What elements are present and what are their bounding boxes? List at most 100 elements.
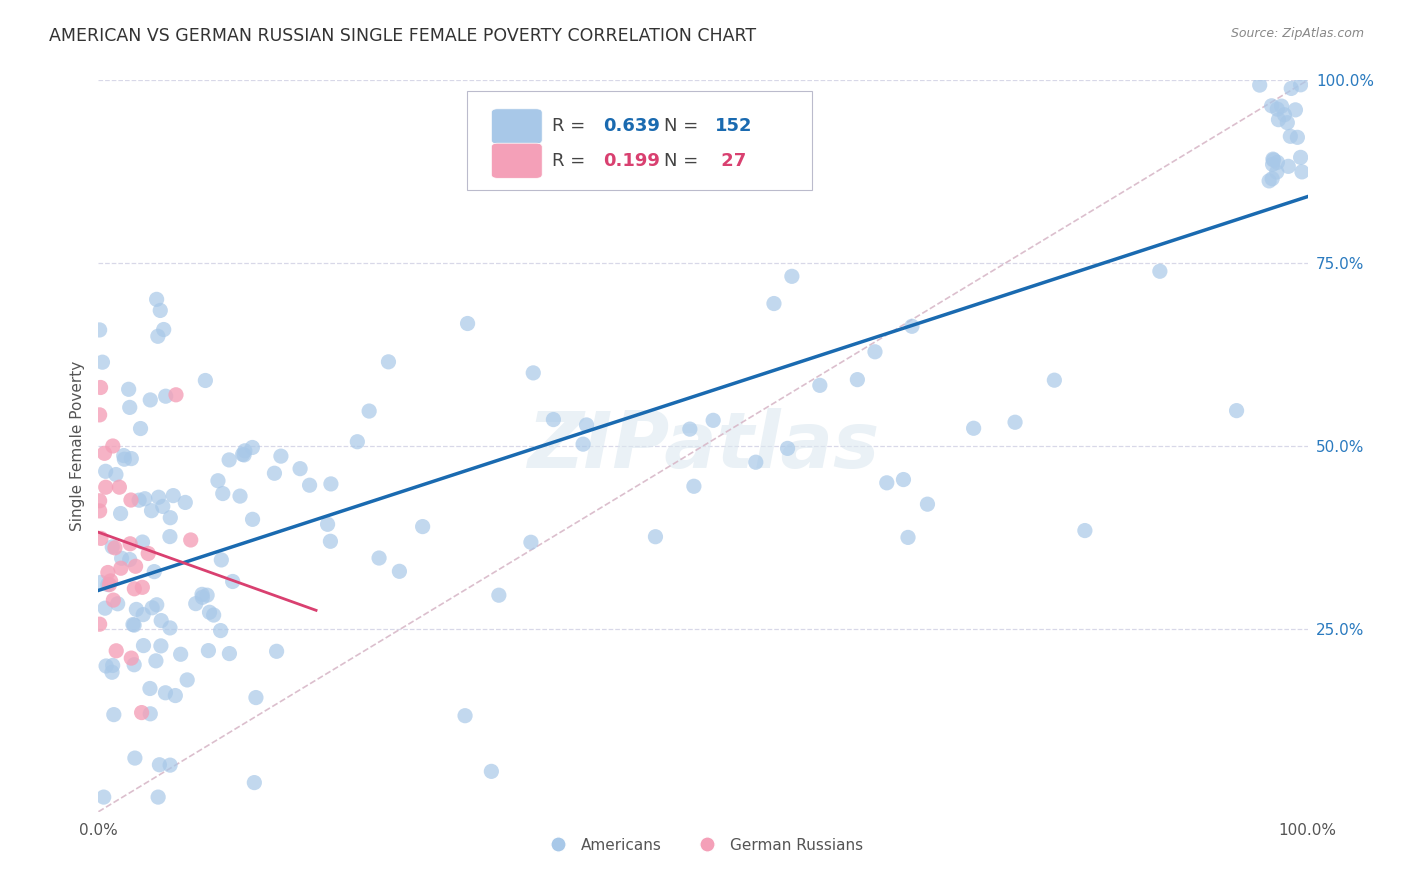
Point (876, 475, 898, 490)
Point (229, 489, 252, 503)
Point (91, 355, 114, 369)
Point (165, 689, 187, 703)
Point (145, 598, 167, 612)
Point (863, 344, 886, 359)
Point (169, 647, 191, 661)
Point (94, 659, 117, 673)
Point (917, 497, 939, 511)
Point (118, 552, 141, 566)
Point (1277, 159, 1299, 173)
Point (242, 512, 264, 526)
Text: Source: ZipAtlas.com: Source: ZipAtlas.com (1230, 27, 1364, 40)
Point (575, 417, 598, 432)
Point (202, 608, 225, 623)
Point (457, 317, 479, 331)
Point (148, 490, 170, 504)
Point (124, 582, 146, 596)
Point (184, 597, 207, 611)
Point (162, 489, 184, 503)
Point (288, 461, 311, 475)
Point (1258, 174, 1281, 188)
Point (1265, 102, 1288, 116)
FancyBboxPatch shape (492, 144, 543, 178)
Point (195, 588, 218, 602)
Point (520, 535, 543, 549)
Point (159, 621, 181, 635)
Point (1225, 403, 1247, 417)
Point (572, 437, 595, 451)
Point (263, 467, 285, 481)
Point (103, 593, 125, 607)
Point (93, 446, 115, 460)
Point (1265, 165, 1288, 179)
Point (776, 442, 799, 456)
Point (266, 644, 288, 658)
Point (191, 591, 214, 605)
Point (180, 533, 202, 547)
Point (1263, 153, 1285, 167)
Point (108, 480, 131, 494)
Point (122, 657, 145, 672)
Point (1261, 152, 1284, 166)
Point (145, 654, 167, 668)
Point (139, 706, 162, 721)
Point (155, 686, 177, 700)
Point (89, 504, 111, 518)
Text: 152: 152 (716, 118, 752, 136)
Point (101, 665, 124, 680)
Point (97, 566, 120, 580)
Point (319, 534, 342, 549)
Point (232, 447, 254, 461)
Point (155, 389, 177, 403)
Point (679, 422, 702, 436)
Point (1279, 81, 1302, 95)
Point (146, 329, 169, 343)
Point (149, 639, 172, 653)
Point (1261, 171, 1284, 186)
Point (131, 706, 153, 720)
Point (209, 553, 232, 567)
Point (745, 455, 768, 469)
Point (89, 408, 111, 422)
Point (270, 449, 292, 463)
Point (110, 507, 132, 521)
FancyBboxPatch shape (467, 91, 811, 190)
Point (780, 269, 803, 284)
Point (893, 473, 915, 487)
Point (479, 764, 502, 779)
Point (122, 617, 145, 632)
Point (136, 546, 159, 560)
Point (112, 449, 135, 463)
Point (221, 574, 243, 589)
Point (94, 464, 117, 478)
Point (101, 658, 124, 673)
Point (762, 296, 785, 310)
Point (104, 467, 127, 482)
Point (962, 421, 984, 435)
Point (146, 790, 169, 805)
Point (211, 486, 233, 500)
Text: N =: N = (664, 118, 704, 136)
Point (1289, 150, 1312, 164)
Point (1277, 116, 1299, 130)
Point (120, 451, 142, 466)
Point (1074, 524, 1097, 538)
Point (218, 453, 240, 467)
Point (1284, 103, 1306, 117)
Point (90, 532, 112, 546)
Point (150, 614, 173, 628)
Point (209, 624, 232, 638)
Point (377, 355, 399, 369)
Point (198, 605, 221, 619)
Point (488, 588, 510, 602)
Point (319, 477, 342, 491)
Point (245, 690, 267, 705)
Point (165, 388, 187, 402)
Point (1267, 112, 1289, 127)
Point (412, 519, 434, 533)
Point (90, 380, 112, 394)
Text: 27: 27 (716, 152, 747, 169)
Point (90, 575, 112, 590)
Text: R =: R = (551, 152, 591, 169)
Point (129, 421, 152, 435)
